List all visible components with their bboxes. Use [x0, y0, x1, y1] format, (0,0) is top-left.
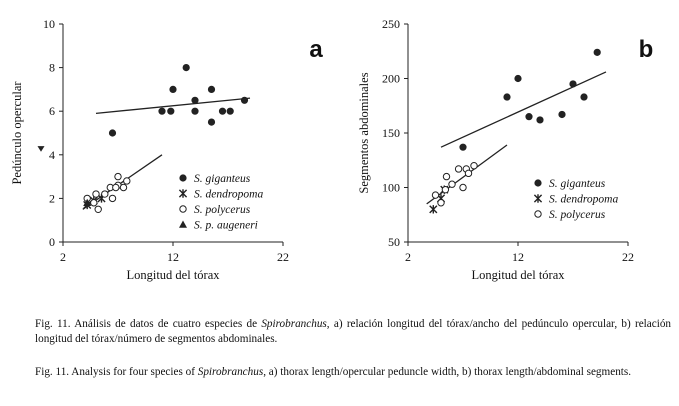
legend-label: S. polycerus: [194, 204, 251, 216]
legend-marker: [178, 189, 188, 198]
y-tick-label: 250: [382, 17, 400, 31]
data-point: [431, 191, 440, 199]
y-axis-label: Segmentos abdominales: [357, 72, 371, 193]
data-point: [240, 96, 249, 104]
legend-marker: [179, 205, 187, 213]
data-point: [459, 143, 467, 151]
data-point: [182, 64, 190, 72]
x-tick-label: 22: [277, 250, 289, 264]
caption-en-genus: Spirobranchus: [197, 366, 264, 378]
x-tick-label: 12: [512, 250, 524, 264]
trend-line: [440, 71, 607, 148]
legend-label: S. dendropoma: [549, 194, 618, 206]
x-tick-label: 2: [405, 250, 411, 264]
legend-marker: [533, 194, 543, 203]
data-point: [169, 85, 177, 94]
y-tick-label: 100: [382, 181, 400, 195]
data-point: [558, 110, 566, 119]
legend-marker: [534, 179, 542, 187]
trend-line: [95, 97, 251, 115]
data-point: [536, 116, 544, 124]
data-point: [83, 198, 92, 206]
data-point: [429, 205, 438, 214]
legend-marker: [179, 220, 187, 228]
caption-english: Fig. 11. Analysis for four species of Sp…: [35, 365, 671, 380]
y-axis-label: Pedúnculo opercular: [10, 81, 24, 185]
data-point: [470, 162, 478, 170]
data-point: [503, 93, 511, 101]
legend-label: S. dendropoma: [194, 189, 263, 201]
data-point: [514, 74, 522, 83]
x-tick-label: 22: [622, 250, 634, 264]
x-axis-label: Longitud del tórax: [471, 268, 565, 282]
data-point: [448, 180, 456, 188]
panel-letter: b: [639, 36, 654, 63]
y-tick-label: 50: [388, 235, 400, 249]
caption-es-suffix: , a) relación longitud del tórax/ancho d…: [35, 318, 672, 345]
x-tick-label: 12: [167, 250, 179, 264]
y-tick-label: 200: [382, 72, 400, 86]
data-point: [112, 183, 120, 192]
data-point: [123, 177, 131, 185]
data-point: [442, 172, 451, 181]
y-tick-label: 8: [49, 61, 55, 75]
data-point: [108, 129, 117, 137]
data-point: [464, 169, 473, 178]
data-point: [191, 107, 199, 115]
x-tick-label: 2: [60, 250, 66, 264]
caption-es-genus: Spirobranchus: [261, 318, 327, 330]
data-point: [593, 48, 601, 56]
data-point: [92, 190, 100, 198]
chart-panel-b: 50 100 150 200 250 2 12 22 Longitud del tórax Seg…: [357, 17, 653, 282]
y-tick-label: 0: [49, 235, 55, 249]
y-tick-label: 10: [43, 17, 55, 31]
data-point: [207, 85, 216, 94]
panel-letter: a: [309, 36, 323, 63]
y-tick-label: 2: [49, 191, 55, 205]
data-point: [569, 80, 577, 88]
data-point: [94, 205, 102, 214]
x-axis-label: Longitud del tórax: [126, 268, 220, 282]
data-point: [108, 194, 117, 203]
legend-label: S. polycerus: [549, 209, 606, 221]
data-point: [90, 199, 98, 207]
legend-label: S. p. augeneri: [194, 220, 258, 232]
data-point: [119, 183, 128, 192]
data-point: [218, 107, 227, 115]
legend-label: S. giganteus: [549, 178, 606, 190]
y-tick-label: 6: [49, 104, 55, 118]
caption-en-suffix: , a) thorax length/opercular peduncle wi…: [263, 366, 632, 378]
data-point: [437, 199, 445, 207]
caption-es-prefix: Fig. 11. Análisis de datos de cuatro esp…: [35, 318, 262, 330]
stray-marker: [37, 146, 45, 152]
data-point: [114, 172, 122, 181]
caption-en-prefix: Fig. 11. Analysis for four species of: [35, 366, 198, 378]
data-point: [167, 107, 175, 115]
data-point: [101, 190, 109, 198]
data-point: [580, 93, 588, 101]
data-point: [207, 118, 216, 126]
data-point: [525, 113, 533, 121]
legend-marker: [179, 174, 187, 182]
y-tick-label: 150: [382, 126, 400, 140]
legend-marker: [534, 210, 542, 218]
data-point: [459, 183, 467, 192]
data-point: [226, 107, 234, 115]
data-point: [158, 107, 166, 115]
legend-label: S. giganteus: [194, 173, 251, 185]
caption-spanish: Fig. 11. Análisis de datos de cuatro esp…: [35, 317, 671, 347]
y-tick-label: 4: [49, 148, 55, 162]
data-point: [441, 185, 450, 194]
data-point: [191, 96, 199, 104]
data-point: [454, 165, 463, 173]
